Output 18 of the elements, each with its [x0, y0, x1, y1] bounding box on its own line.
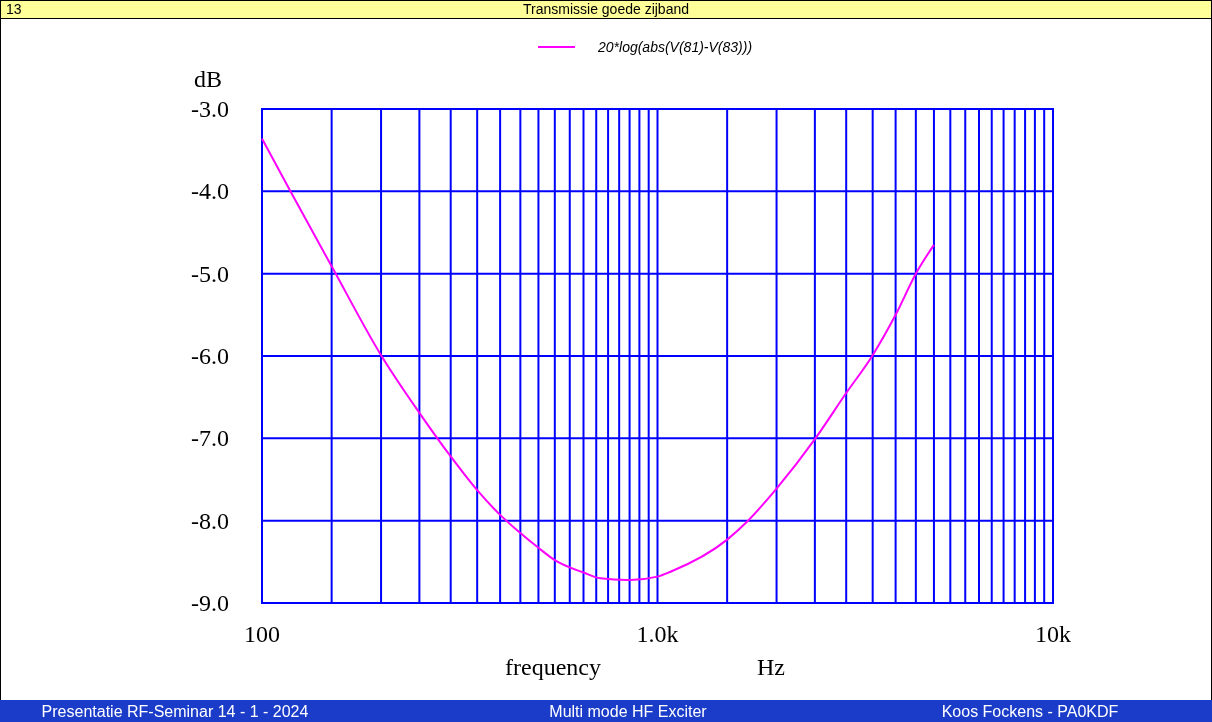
x-tick-label: 100 [244, 621, 280, 647]
x-tick-label: 10k [1035, 621, 1071, 647]
y-tick-label: -5.0 [191, 260, 229, 287]
chart-title: Transmissie goede zijband [522, 1, 690, 17]
text: Presentatie RF-Seminar 14 - 1 - 2024 [41, 703, 309, 720]
x-axis-title: frequency Hz [505, 654, 785, 680]
y-axis-title: dB [193, 66, 223, 92]
x-tick-label: 1.0k [636, 621, 679, 647]
y-tick-label: -6.0 [191, 343, 229, 369]
y-tick-label: -4.0 [191, 178, 229, 205]
text: Multi mode HF Exciter [549, 703, 708, 720]
y-tick-label: -8.0 [191, 507, 229, 534]
legend-label: 20*log(abs(V(81)-V(83))) [597, 39, 753, 55]
text: 13 [6, 1, 22, 17]
y-tick-label: -7.0 [191, 425, 229, 452]
text: Koos Fockens - PA0KDF [941, 703, 1119, 720]
y-tick-label: -9.0 [191, 590, 229, 616]
y-tick-label: -3.0 [191, 96, 229, 122]
